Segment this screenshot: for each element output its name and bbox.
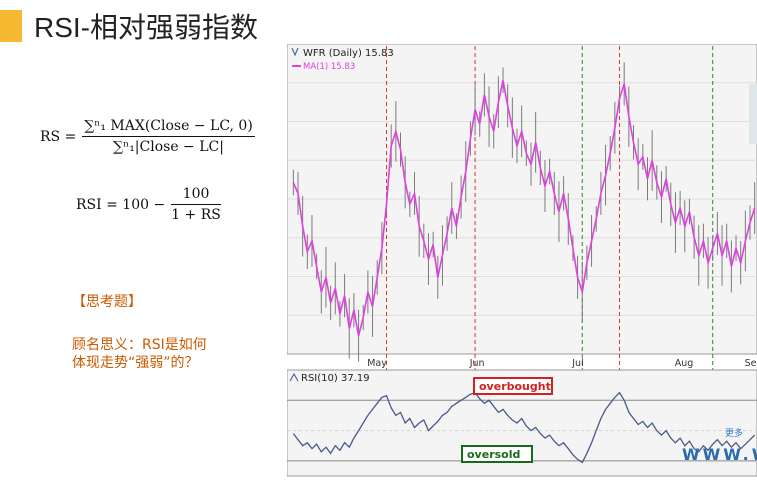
rsi-formula: RSI = 100 − 100 1 + RS [76,186,221,223]
rs-formula-denominator: ∑ⁿ₁|Close − LC| [113,139,224,155]
price-ma-line [292,80,756,336]
watermark-small-text: 更多 [725,427,743,439]
x-axis-month-label: Jul [571,358,583,369]
rsi-formula-numerator: 100 [171,186,221,205]
chart-logo-icon [291,47,299,57]
oversold-label: oversold [467,448,520,461]
question-line-2: 体现走势“强弱”的？ [72,355,199,371]
chart-svg: WFR (Daily) 15.83 MA(1) 15.83 May Jun Jul Aug… [286,43,757,477]
scroll-edge [749,84,757,144]
slide-title: RSI-相对强弱指数 [34,12,259,43]
title-accent-bar [0,10,22,42]
overbought-label-box [473,377,553,395]
rsi-line [292,391,756,464]
rsi-formula-fraction: 100 1 + RS [171,186,221,223]
price-chart-title: WFR (Daily) 15.83 [303,48,394,59]
oversold-label-box [461,445,533,463]
rs-formula-lhs: RS = [40,128,77,145]
rsi-formula-denominator: 1 + RS [171,207,221,223]
rsi-chart-title: RSI(10) 37.19 [301,373,370,384]
question-line-1: 顾名思义：RSI是如何 [72,337,207,353]
x-axis-month-label: Jun [469,358,485,369]
rs-formula-fraction: ∑ⁿ₁ MAX(Close − LC, 0) ∑ⁿ₁|Close − LC| [82,118,255,155]
think-question-title: 【思考题】 [72,294,142,310]
x-axis-month-label: Sep [745,358,757,369]
rsi-formula-lhs: RSI = 100 − [76,196,166,213]
stock-chart: WFR (Daily) 15.83 MA(1) 15.83 May Jun Jul Aug… [286,43,757,480]
watermark-text: WWW.W [682,445,757,464]
rs-formula: RS = ∑ⁿ₁ MAX(Close − LC, 0) ∑ⁿ₁|Close − LC… [40,118,255,155]
overbought-label: overbought [479,380,551,393]
x-axis-month-label: May [367,358,387,369]
price-legend-label: MA(1) 15.83 [303,62,355,72]
x-axis-month-label: Aug [675,358,694,369]
rs-formula-numerator: ∑ⁿ₁ MAX(Close − LC, 0) [82,118,255,137]
rsi-logo-icon [289,372,299,382]
